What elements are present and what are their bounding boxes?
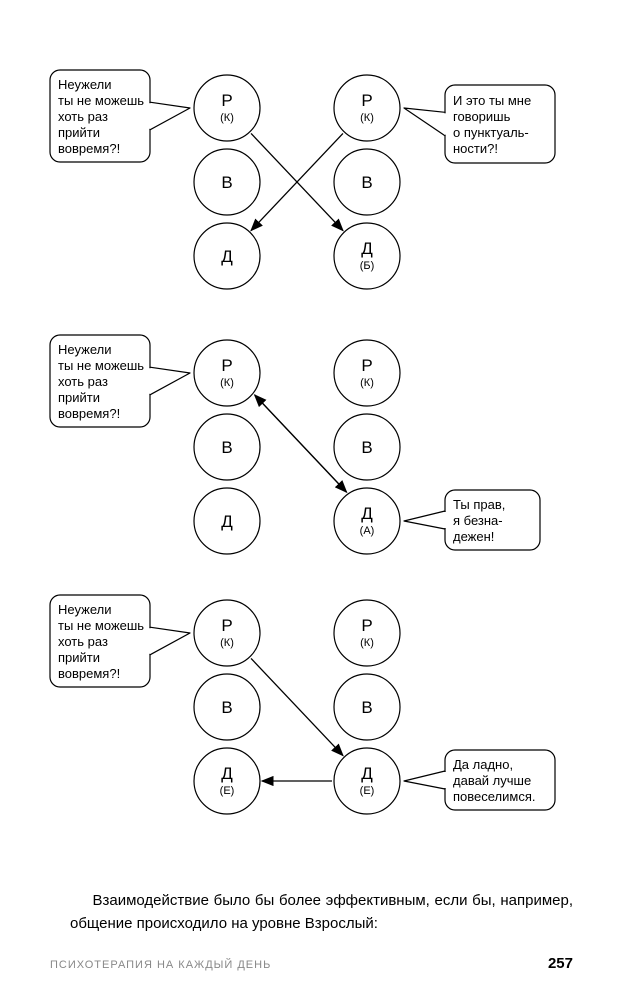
svg-text:В: В — [361, 173, 372, 192]
svg-text:В: В — [361, 698, 372, 717]
svg-text:Р: Р — [221, 616, 232, 635]
svg-text:вовремя?!: вовремя?! — [58, 141, 120, 156]
svg-text:Д: Д — [221, 512, 233, 531]
svg-text:вовремя?!: вовремя?! — [58, 406, 120, 421]
svg-text:(Е): (Е) — [360, 785, 375, 797]
svg-text:Р: Р — [361, 91, 372, 110]
svg-text:я безна-: я безна- — [453, 513, 503, 528]
svg-text:(К): (К) — [220, 637, 234, 649]
svg-text:И это ты мне: И это ты мне — [453, 93, 531, 108]
svg-text:Д: Д — [361, 764, 373, 783]
svg-text:прийти: прийти — [58, 390, 100, 405]
book-page: Р(К)ВДР(К)ВД(Б)Неужелиты не можешьхоть р… — [0, 0, 623, 1000]
svg-text:(А): (А) — [360, 525, 375, 537]
svg-text:хоть раз: хоть раз — [58, 634, 108, 649]
svg-text:дежен!: дежен! — [453, 529, 494, 544]
svg-text:(К): (К) — [360, 637, 374, 649]
svg-text:(К): (К) — [360, 377, 374, 389]
svg-text:Неужели: Неужели — [58, 342, 111, 357]
svg-text:повеселимся.: повеселимся. — [453, 789, 536, 804]
page-number: 257 — [548, 955, 573, 972]
svg-text:говоришь: говоришь — [453, 109, 511, 124]
body-paragraph: Взаимодействие было бы более эффективным… — [70, 890, 573, 935]
svg-text:Р: Р — [361, 356, 372, 375]
svg-text:Д: Д — [361, 504, 373, 523]
svg-text:(К): (К) — [220, 377, 234, 389]
svg-text:(Б): (Б) — [360, 260, 375, 272]
svg-text:(Е): (Е) — [220, 785, 235, 797]
svg-text:ты не можешь: ты не можешь — [58, 93, 144, 108]
svg-text:В: В — [361, 438, 372, 457]
svg-text:Д: Д — [221, 764, 233, 783]
svg-text:хоть раз: хоть раз — [58, 374, 108, 389]
svg-text:В: В — [221, 438, 232, 457]
svg-text:Неужели: Неужели — [58, 77, 111, 92]
svg-text:вовремя?!: вовремя?! — [58, 666, 120, 681]
svg-text:Да ладно,: Да ладно, — [453, 757, 513, 772]
svg-text:В: В — [221, 173, 232, 192]
svg-text:ности?!: ности?! — [453, 141, 498, 156]
svg-text:прийти: прийти — [58, 650, 100, 665]
svg-text:(К): (К) — [220, 112, 234, 124]
svg-text:ты не можешь: ты не можешь — [58, 358, 144, 373]
footer-running-title: ПСИХОТЕРАПИЯ НА КАЖДЫЙ ДЕНЬ — [50, 959, 271, 971]
svg-text:о пунктуаль-: о пунктуаль- — [453, 125, 529, 140]
svg-text:хоть раз: хоть раз — [58, 109, 108, 124]
svg-text:ты не можешь: ты не можешь — [58, 618, 144, 633]
transactional-diagram: Р(К)ВДР(К)ВД(Б)Неужелиты не можешьхоть р… — [0, 0, 623, 860]
svg-text:Р: Р — [221, 356, 232, 375]
svg-text:Неужели: Неужели — [58, 602, 111, 617]
svg-text:Ты прав,: Ты прав, — [453, 497, 505, 512]
svg-text:Р: Р — [361, 616, 372, 635]
svg-text:В: В — [221, 698, 232, 717]
svg-text:Д: Д — [221, 247, 233, 266]
page-footer: ПСИХОТЕРАПИЯ НА КАЖДЫЙ ДЕНЬ 257 — [50, 955, 573, 972]
svg-text:прийти: прийти — [58, 125, 100, 140]
svg-text:Д: Д — [361, 239, 373, 258]
svg-text:давай лучше: давай лучше — [453, 773, 531, 788]
svg-text:(К): (К) — [360, 112, 374, 124]
svg-text:Р: Р — [221, 91, 232, 110]
